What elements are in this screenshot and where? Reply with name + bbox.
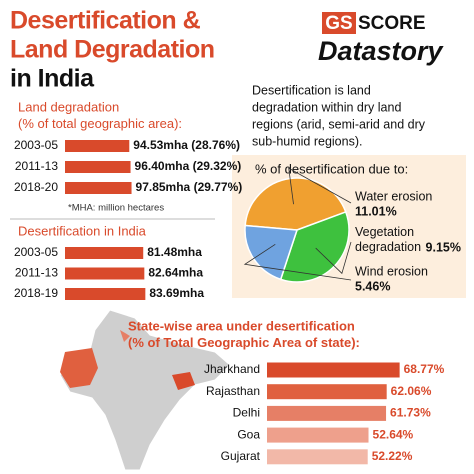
title-line: Land Degradation xyxy=(10,36,215,64)
category-label: Jharkhand xyxy=(204,362,260,376)
pie-label: Water erosion xyxy=(355,189,432,203)
chart-title: (% of Total Geographic Area of state): xyxy=(128,335,360,350)
category-label: 2011-13 xyxy=(15,159,58,173)
bar xyxy=(267,362,400,378)
map xyxy=(59,309,231,471)
value-label: 97.85mha (29.77%) xyxy=(136,180,243,194)
bar xyxy=(267,449,368,465)
value-label: 96.40mha (29.32%) xyxy=(135,159,242,173)
bar xyxy=(267,427,369,443)
category-label: 2018-19 xyxy=(14,286,58,300)
bar xyxy=(65,247,144,259)
map-region xyxy=(172,372,195,390)
category-label: 2003-05 xyxy=(14,245,58,259)
value-label: 52.22% xyxy=(372,449,413,463)
category-label: Rajasthan xyxy=(206,384,260,398)
bar xyxy=(65,161,131,173)
bar xyxy=(65,288,146,300)
category-label: Gujarat xyxy=(221,449,261,463)
title-line: Desertification & xyxy=(10,7,201,35)
category-label: 2018-20 xyxy=(14,180,58,194)
map-region xyxy=(60,348,98,388)
pie-value: 9.15% xyxy=(426,240,461,254)
category-label: Goa xyxy=(237,427,260,441)
map-region xyxy=(120,330,130,342)
chart-title: State-wise area under desertification xyxy=(128,318,355,333)
value-label: 52.64% xyxy=(373,427,414,441)
definition-line: degradation within dry land xyxy=(252,100,401,114)
category-label: Delhi xyxy=(233,406,260,420)
value-label: 68.77% xyxy=(404,362,445,376)
title-line: in India xyxy=(10,65,95,93)
chart-title: (% of total geographic area): xyxy=(18,116,182,131)
bar xyxy=(267,405,387,421)
pie-value: 11.01% xyxy=(355,204,397,218)
note: *MHA: million hectares xyxy=(68,203,164,214)
value-label: 62.06% xyxy=(391,384,432,398)
pie-label: Wind erosion xyxy=(355,264,428,278)
chart-title: % of desertification due to: xyxy=(255,161,408,176)
definition-line: Desertification is land xyxy=(252,83,371,97)
bar xyxy=(65,140,130,152)
logo-box xyxy=(322,12,356,34)
bar xyxy=(65,182,132,194)
logo-datastory: Datastory xyxy=(318,36,445,66)
leader-line xyxy=(315,241,352,275)
pie-label: Vegetation degradation xyxy=(355,225,421,254)
pie-value: 5.46% xyxy=(355,279,390,293)
category-label: 2003-05 xyxy=(14,138,58,152)
logo-score: SCORE xyxy=(358,13,426,34)
logo-gs: GS xyxy=(325,13,352,34)
value-label: 61.73% xyxy=(390,406,431,420)
chart-title: Desertification in India xyxy=(18,223,147,238)
definition-line: sub-humid regions). xyxy=(252,134,362,148)
chart-title: Land degradation xyxy=(18,99,119,114)
category-label: 2011-13 xyxy=(15,266,58,280)
value-label: 94.53mha (28.76%) xyxy=(133,138,240,152)
value-label: 81.48mha xyxy=(147,245,202,259)
value-label: 83.69mha xyxy=(149,286,204,300)
value-label: 82.64mha xyxy=(148,266,203,280)
bar xyxy=(267,384,387,400)
definition-line: regions (arid, semi-arid and dry xyxy=(252,117,426,131)
bar xyxy=(65,267,145,280)
leader-line xyxy=(288,167,352,205)
leader-line xyxy=(243,243,352,281)
